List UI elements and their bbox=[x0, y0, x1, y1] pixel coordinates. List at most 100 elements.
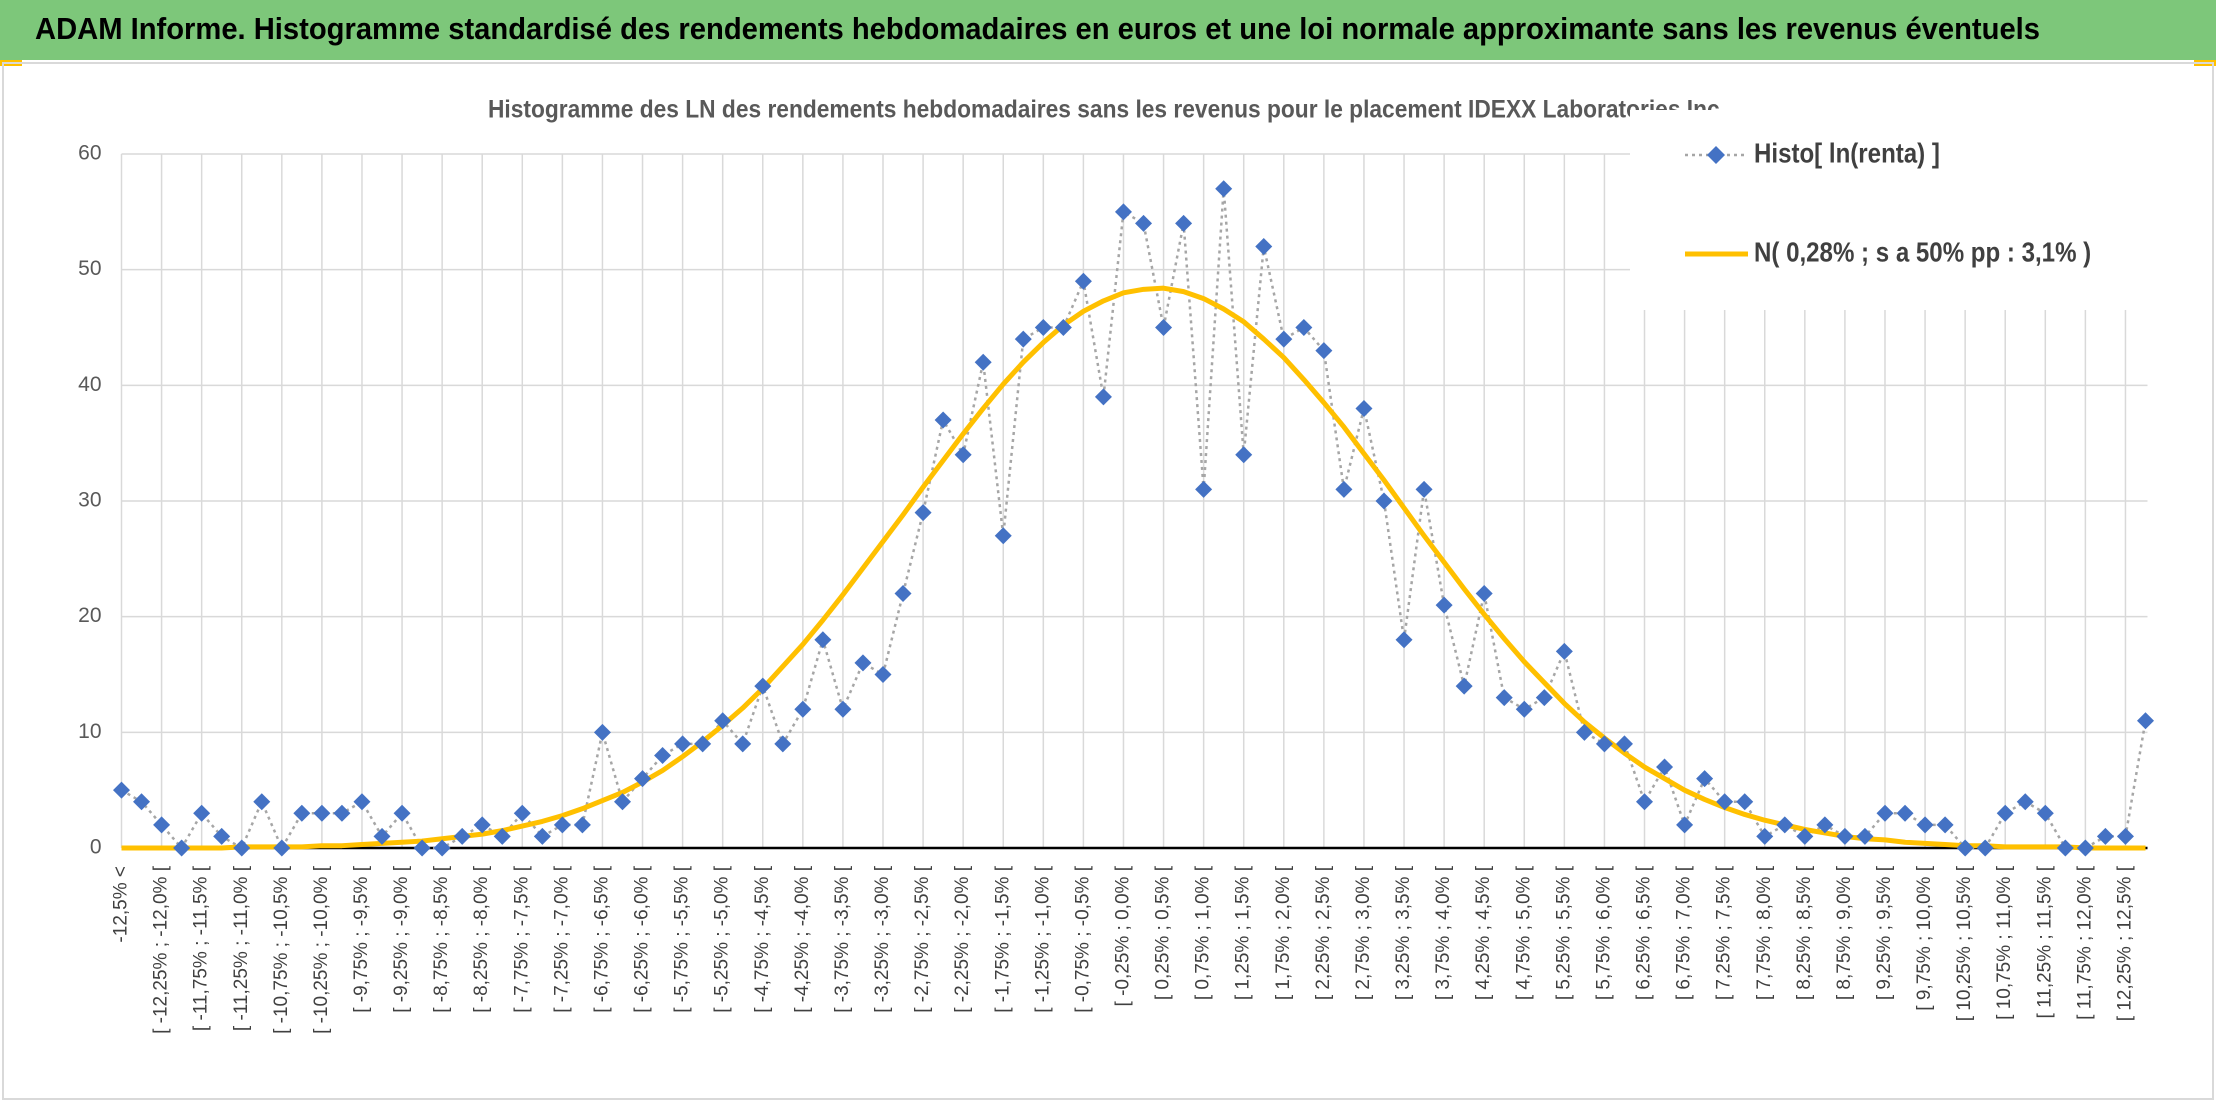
data-point bbox=[974, 353, 992, 371]
x-tick-label: [ -11,75% ; -11,5% [ bbox=[191, 865, 212, 1031]
data-point bbox=[1555, 642, 1573, 660]
data-point bbox=[954, 446, 972, 464]
data-point bbox=[714, 712, 732, 730]
data-point bbox=[293, 804, 311, 822]
data-point bbox=[473, 816, 491, 834]
data-point bbox=[894, 585, 912, 603]
x-tick-label: [ -9,25% ; -9,0% [ bbox=[391, 865, 412, 1013]
data-point bbox=[2096, 827, 2114, 845]
x-tick-label: [ -0,75% ; -0,5% [ bbox=[1072, 865, 1093, 1013]
data-point bbox=[694, 735, 712, 753]
data-point bbox=[493, 827, 511, 845]
data-point bbox=[1816, 816, 1834, 834]
x-tick-label: [ 6,25% ; 6,5% [ bbox=[1634, 865, 1655, 1000]
data-point bbox=[1014, 330, 1032, 348]
data-point bbox=[1636, 793, 1654, 811]
x-tick-label: [ -3,25% ; -3,0% [ bbox=[872, 865, 893, 1013]
x-tick-label: [ 1,75% ; 2,0% [ bbox=[1273, 865, 1294, 1000]
data-point bbox=[1074, 272, 1092, 290]
data-point bbox=[634, 770, 652, 788]
data-point bbox=[173, 839, 191, 857]
data-point bbox=[1455, 677, 1473, 695]
legend: Histo[ ln(renta) ] N( 0,28% ; s a 50% pp … bbox=[1630, 110, 2148, 310]
data-point bbox=[914, 504, 932, 522]
data-point bbox=[1435, 596, 1453, 614]
x-tick-label: [ -7,75% ; -7,5% [ bbox=[511, 865, 532, 1013]
x-tick-label: [ 3,75% ; 4,0% [ bbox=[1433, 865, 1454, 1000]
x-tick-label: [ -2,25% ; -2,0% [ bbox=[952, 865, 973, 1013]
x-tick-label: [ -1,25% ; -1,0% [ bbox=[1032, 865, 1053, 1013]
data-point bbox=[373, 827, 391, 845]
x-tick-label: [ -4,25% ; -4,0% [ bbox=[792, 865, 813, 1013]
data-point bbox=[433, 839, 451, 857]
x-tick-label: [ 8,25% ; 8,5% [ bbox=[1794, 865, 1815, 1000]
x-tick-label: [ 0,25% ; 0,5% [ bbox=[1153, 865, 1174, 1000]
data-point bbox=[1595, 735, 1613, 753]
data-point bbox=[1615, 735, 1633, 753]
x-tick-label: [ 11,25% ; 11,5% [ bbox=[2034, 865, 2055, 1018]
data-point bbox=[1415, 480, 1433, 498]
data-point bbox=[273, 839, 291, 857]
data-point bbox=[774, 735, 792, 753]
data-point bbox=[1175, 214, 1193, 232]
x-tick-label: [ -12,25% ; -12,0% [ bbox=[151, 865, 172, 1034]
data-point bbox=[1275, 330, 1293, 348]
y-tick-label: 40 bbox=[78, 373, 101, 396]
y-tick-label: 0 bbox=[90, 836, 102, 859]
data-point bbox=[313, 804, 331, 822]
x-tick-label: [ -0,25% ; 0,0% [ bbox=[1112, 865, 1133, 1006]
x-tick-label: [ -2,75% ; -2,5% [ bbox=[912, 865, 933, 1013]
x-tick-label: [ 4,75% ; 5,0% [ bbox=[1513, 865, 1534, 1000]
x-tick-label: [ 10,75% ; 11,0% [ bbox=[1994, 865, 2015, 1020]
data-point bbox=[674, 735, 692, 753]
data-point bbox=[1876, 804, 1894, 822]
x-tick-label: [ -8,25% ; -8,0% [ bbox=[471, 865, 492, 1013]
data-point bbox=[1696, 770, 1714, 788]
x-tick-label: -12,5% < bbox=[111, 866, 132, 943]
data-point bbox=[1716, 793, 1734, 811]
chart-title: Histogramme des LN des rendements hebdom… bbox=[488, 96, 1726, 124]
data-point bbox=[734, 735, 752, 753]
data-point bbox=[353, 793, 371, 811]
x-tick-label: [ -5,25% ; -5,0% [ bbox=[712, 865, 733, 1013]
data-point bbox=[253, 793, 271, 811]
x-tick-label: [ -10,75% ; -10,5% [ bbox=[271, 865, 292, 1034]
data-point bbox=[1996, 804, 2014, 822]
x-tick-label: [ -6,25% ; -6,0% [ bbox=[632, 865, 653, 1013]
legend-label: Histo[ ln(renta) ] bbox=[1754, 137, 1940, 169]
x-tick-label: [ 8,75% ; 9,0% [ bbox=[1834, 865, 1855, 1000]
data-point bbox=[553, 816, 571, 834]
data-point bbox=[1515, 700, 1533, 718]
x-tick-label: [ 9,25% ; 9,5% [ bbox=[1874, 865, 1895, 1000]
x-tick-label: [ -9,75% ; -9,5% [ bbox=[351, 865, 372, 1013]
y-tick-label: 50 bbox=[78, 257, 101, 280]
data-point bbox=[2036, 804, 2054, 822]
data-point bbox=[1215, 180, 1233, 198]
data-point bbox=[513, 804, 531, 822]
data-point bbox=[213, 827, 231, 845]
chart-frame bbox=[2, 62, 2214, 1100]
x-tick-label: [ -3,75% ; -3,5% [ bbox=[832, 865, 853, 1013]
x-tick-label: [ 5,75% ; 6,0% [ bbox=[1593, 865, 1614, 1000]
data-point bbox=[1756, 827, 1774, 845]
data-point bbox=[1956, 839, 1974, 857]
data-point bbox=[1896, 804, 1914, 822]
data-point bbox=[654, 746, 672, 764]
data-point bbox=[2137, 712, 2154, 730]
x-tick-label: [ -10,25% ; -10,0% [ bbox=[311, 865, 332, 1034]
data-point bbox=[994, 527, 1012, 545]
data-point bbox=[393, 804, 411, 822]
x-tick-label: [ 4,25% ; 4,5% [ bbox=[1473, 865, 1494, 1000]
data-point bbox=[1916, 816, 1934, 834]
data-point bbox=[1475, 585, 1493, 603]
data-point bbox=[1114, 203, 1132, 221]
data-point bbox=[593, 723, 611, 741]
data-point bbox=[193, 804, 211, 822]
data-point bbox=[854, 654, 872, 672]
x-tick-label: [ -11,25% ; -11,0% [ bbox=[231, 865, 252, 1031]
x-tick-label: [ -1,75% ; -1,5% [ bbox=[992, 865, 1013, 1013]
data-point bbox=[1195, 480, 1213, 498]
data-point bbox=[1856, 827, 1874, 845]
